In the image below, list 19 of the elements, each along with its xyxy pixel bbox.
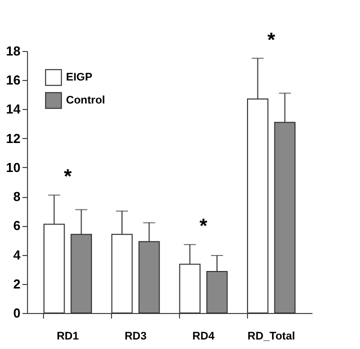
y-tick-label: 10 (6, 160, 20, 175)
x-tick-label: RD4 (192, 330, 216, 342)
annotation: * (200, 216, 208, 238)
y-tick-label: 0 (13, 306, 20, 320)
x-tick-label: RD1 (56, 330, 79, 342)
y-tick-label: 14 (6, 102, 22, 117)
y-tick-label: 6 (13, 218, 20, 234)
text: * (267, 29, 276, 52)
y-tick-label: 8 (13, 189, 20, 204)
legend-label: EIGP (66, 72, 92, 84)
annotation: * (64, 166, 72, 188)
y-tick-label: 4 (13, 247, 22, 262)
legend-label: Control (66, 94, 106, 106)
y-tick-label: 18 (6, 44, 20, 58)
x-tick-label: RD_Total (248, 330, 296, 342)
y-tick-label: 12 (6, 130, 20, 146)
y-tick-label: 16 (6, 72, 20, 88)
x-tick-label: RD3 (124, 330, 147, 342)
y-tick-label: 2 (13, 276, 20, 292)
